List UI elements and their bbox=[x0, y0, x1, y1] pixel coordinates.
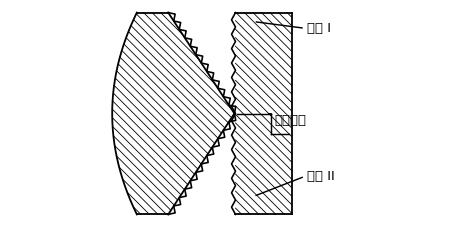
Text: 电极 II: 电极 II bbox=[307, 170, 335, 183]
Text: 趋近于零: 趋近于零 bbox=[275, 114, 307, 127]
Text: 电极 I: 电极 I bbox=[307, 22, 331, 35]
